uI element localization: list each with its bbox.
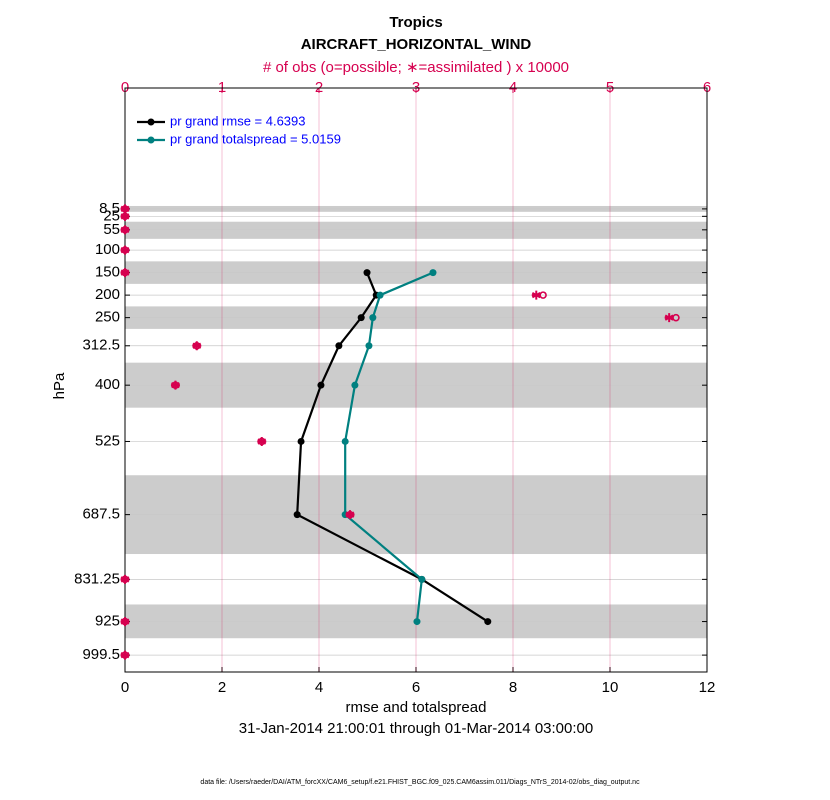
chart-title: Tropics [389,14,442,31]
obs-assimilated [120,574,130,584]
y-tick-label: 250 [95,309,120,326]
y-tick-label: 200 [95,286,120,303]
obs-assimilated [120,650,130,660]
obs-assimilated [120,211,130,221]
y-tick-label: 400 [95,376,120,393]
legend-label: pr grand totalspread = 5.0159 [170,131,341,146]
obs-assimilated [120,245,130,255]
y-tick-label: 687.5 [82,506,120,523]
series-point [293,511,301,519]
y-tick-label: 999.5 [82,646,120,663]
top-axis-label: # of obs (o=possible; ∗=assimilated ) x … [263,59,569,76]
series-point [341,437,349,445]
obs-assimilated [531,290,541,300]
x-tick-label: 6 [412,679,420,696]
x2-tick-label: 3 [412,79,420,96]
obs-assimilated [120,225,130,235]
x2-tick-label: 6 [703,79,711,96]
series-point [365,342,373,350]
series-point [369,314,377,322]
legend-marker [147,118,155,126]
y-axis-label: hPa [51,372,68,399]
footer: data file: /Users/raeder/DAI/ATM_forcXX/… [200,779,640,786]
y-tick-label: 150 [95,264,120,281]
y-tick-label: 831.25 [74,570,120,587]
y-tick-label: 100 [95,241,120,258]
layer-band [125,221,707,239]
y-tick-label: 925 [95,613,120,630]
x-axis-label: rmse and totalspread [346,699,487,716]
series-point [484,618,492,626]
series-point [317,381,325,389]
series-point [363,269,371,277]
series-point [297,437,305,445]
legend-label: pr grand rmse = 4.6393 [170,113,306,128]
x-tick-label: 10 [602,679,619,696]
series-point [429,269,437,277]
series-point [335,342,343,350]
x2-tick-label: 5 [606,79,614,96]
series-point [413,618,421,626]
x-tick-label: 0 [121,679,129,696]
axes-box [124,87,708,673]
series-point [376,291,384,299]
obs-assimilated [170,380,180,390]
x2-tick-label: 4 [509,79,517,96]
x-tick-label: 2 [218,679,226,696]
chart-subtitle: AIRCRAFT_HORIZONTAL_WIND [301,36,532,53]
x2-tick-label: 0 [121,79,129,96]
obs-assimilated [257,436,267,446]
y-tick-label: 8.5 [99,200,120,217]
y-tick-label: 25 [103,207,120,224]
series-point [351,381,359,389]
obs-assimilated [345,510,355,520]
x-tick-label: 12 [699,679,716,696]
y-tick-label: 525 [95,432,120,449]
series-point [418,575,426,583]
series-point [357,314,365,322]
x2-tick-label: 1 [218,79,226,96]
date-range: 31-Jan-2014 21:00:01 through 01-Mar-2014… [239,720,593,737]
obs-assimilated [192,341,202,351]
y-tick-label: 55 [103,221,120,238]
obs-assimilated [664,313,674,323]
obs-assimilated [120,617,130,627]
x2-tick-label: 2 [315,79,323,96]
y-tick-label: 312.5 [82,337,120,354]
obs-assimilated [120,268,130,278]
x-tick-label: 8 [509,679,517,696]
obs-assimilated [120,204,130,214]
x-tick-label: 4 [315,679,323,696]
legend-marker [147,136,155,144]
